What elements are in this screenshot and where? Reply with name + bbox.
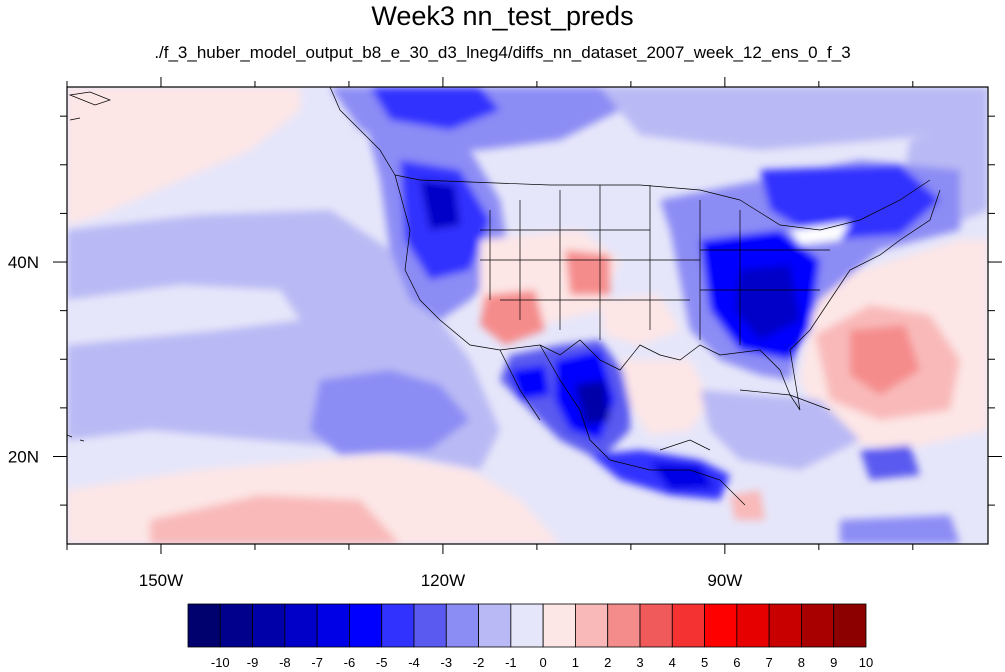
us-canada-border bbox=[394, 174, 741, 201]
field-blue-southeast-core bbox=[735, 265, 800, 340]
colorbar-label: 4 bbox=[669, 655, 676, 670]
x-tick-label: 150W bbox=[139, 571, 183, 590]
field-blue-baja bbox=[510, 365, 550, 400]
colorbar-label: -7 bbox=[311, 655, 323, 670]
colorbar-label: -2 bbox=[473, 655, 485, 670]
colorbar-label: 6 bbox=[733, 655, 740, 670]
y-tick-label: 20N bbox=[8, 447, 39, 466]
colorbar-swatch bbox=[413, 603, 447, 648]
colorbar-swatch bbox=[542, 603, 576, 648]
colorbar-label: -4 bbox=[408, 655, 420, 670]
colorbar-label: -5 bbox=[376, 655, 388, 670]
colorbar bbox=[187, 603, 867, 648]
colorbar-swatch bbox=[316, 603, 350, 648]
colorbar-label: 2 bbox=[604, 655, 611, 670]
colorbar-swatch bbox=[639, 603, 673, 648]
colorbar-swatch bbox=[219, 603, 253, 648]
colorbar-swatch bbox=[187, 603, 221, 648]
hawaii-coastline bbox=[67, 434, 85, 442]
colorbar-label: -8 bbox=[279, 655, 291, 670]
field-blue-arctic bbox=[600, 87, 988, 150]
colorbar-swatch bbox=[252, 603, 286, 648]
y-tick-label: 40N bbox=[8, 253, 39, 272]
field-pink-north-pacific bbox=[67, 87, 300, 225]
colorbar-swatch bbox=[575, 603, 609, 648]
colorbar-label: -10 bbox=[211, 655, 230, 670]
colorbar-swatch bbox=[349, 603, 383, 648]
colorbar-swatch bbox=[445, 603, 479, 648]
us-coastline bbox=[394, 174, 941, 411]
field-blue-pacific-core bbox=[310, 370, 470, 455]
colorbar-swatch bbox=[284, 603, 318, 648]
field-white-lake-ontario bbox=[790, 222, 850, 245]
colorbar-swatch bbox=[381, 603, 415, 648]
boundary-lines bbox=[67, 87, 941, 506]
colorbar-label: 1 bbox=[572, 655, 579, 670]
mexico-coastline bbox=[539, 344, 746, 506]
cuba-coastline bbox=[739, 389, 831, 411]
map-subtitle: ./f_3_huber_model_output_b8_e_30_d3_lneg… bbox=[154, 43, 851, 62]
axis-ticks bbox=[53, 77, 1002, 554]
colorbar-label: 8 bbox=[798, 655, 805, 670]
alaska-coastline bbox=[68, 91, 112, 121]
map-title: Week3 nn_test_preds bbox=[371, 1, 634, 31]
field-blue-yucatan bbox=[650, 462, 715, 490]
field-pink-panama bbox=[730, 490, 765, 520]
colorbar-label: 10 bbox=[859, 655, 873, 670]
field-pink-gulf bbox=[620, 360, 710, 435]
colorbar-swatch bbox=[704, 603, 738, 648]
field-blue-caribbean bbox=[700, 390, 860, 470]
canada-coastline bbox=[329, 87, 396, 176]
colorbar-swatch bbox=[510, 603, 544, 648]
colorbar-label: 7 bbox=[766, 655, 773, 670]
field-blue-mexico-center bbox=[575, 380, 610, 425]
colorbar-label: -9 bbox=[247, 655, 259, 670]
field-red-south-pacific bbox=[150, 495, 400, 544]
anomaly-field bbox=[67, 87, 988, 544]
field-pale-pacific bbox=[67, 285, 300, 345]
field-blue-alaska-panhandle bbox=[370, 87, 500, 130]
field-blue-lesser-antilles bbox=[860, 445, 920, 480]
great-lakes-outline bbox=[739, 179, 931, 231]
field-red-southwest bbox=[480, 290, 545, 345]
colorbar-swatch bbox=[801, 603, 835, 648]
colorbar-label: -3 bbox=[441, 655, 453, 670]
field-pink-texas bbox=[600, 295, 680, 345]
plot-frame bbox=[66, 86, 989, 545]
colorbar-swatch bbox=[833, 603, 867, 648]
axis-tick-labels: 150W 120W 90W 40N 20N bbox=[8, 253, 743, 590]
colorbar-label: -1 bbox=[505, 655, 517, 670]
colorbar-swatch bbox=[607, 603, 641, 648]
colorbar-label: -6 bbox=[344, 655, 356, 670]
colorbar-swatch bbox=[736, 603, 770, 648]
x-tick-label: 120W bbox=[421, 571, 465, 590]
baja-coastline bbox=[499, 349, 541, 421]
colorbar-swatch bbox=[768, 603, 802, 648]
colorbar-label: 0 bbox=[540, 655, 547, 670]
field-red-plains bbox=[565, 250, 610, 295]
colorbar-label: 3 bbox=[636, 655, 643, 670]
colorbar-swatch bbox=[671, 603, 705, 648]
x-tick-label: 90W bbox=[707, 571, 742, 590]
colorbar-label: 5 bbox=[701, 655, 708, 670]
field-blue-great-lakes bbox=[760, 165, 940, 240]
colorbar-label: 9 bbox=[830, 655, 837, 670]
field-blue-northwest-core bbox=[420, 180, 460, 230]
yucatan-coastline bbox=[659, 439, 711, 451]
colorbar-swatch bbox=[478, 603, 512, 648]
colorbar-labels: -10 -9 -8 -7 -6 -5 -4 -3 -2 -1 0 1 2 3 4 5 6 7 8 9 10 bbox=[211, 655, 873, 670]
field-blue-south-america bbox=[840, 515, 960, 544]
field-red-atlantic bbox=[850, 325, 920, 395]
